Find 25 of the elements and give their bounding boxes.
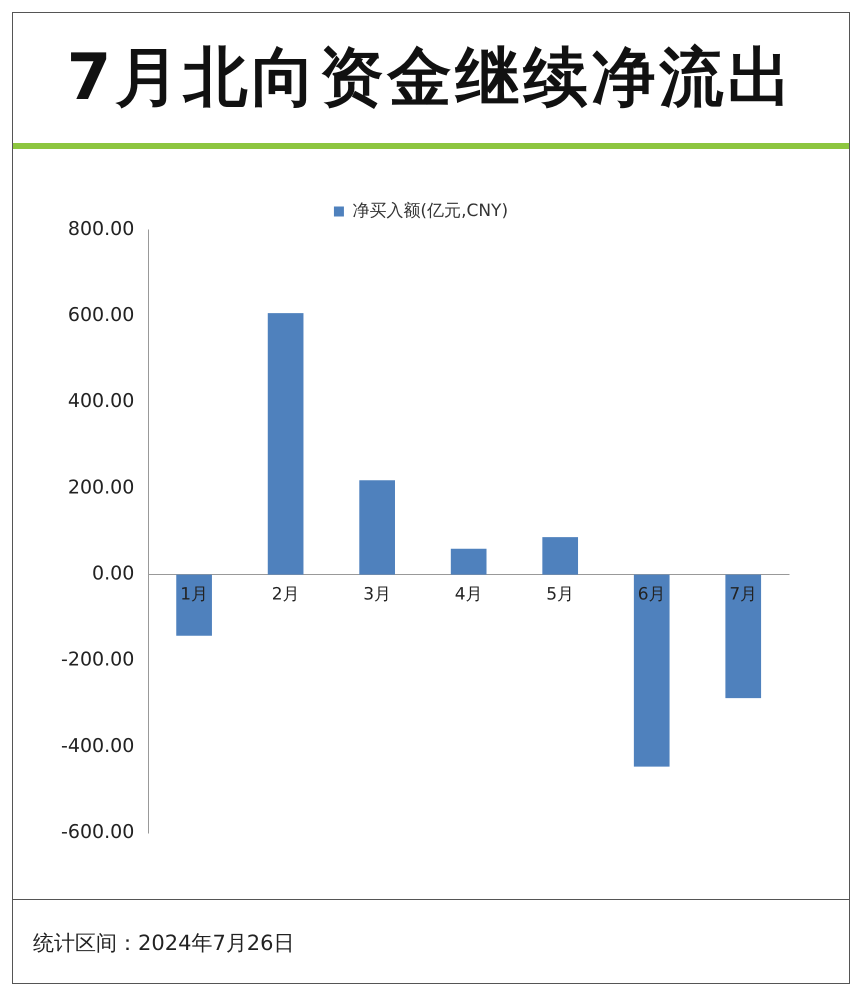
chart-title: 7月北向资金继续净流出 xyxy=(66,40,796,116)
bar xyxy=(634,574,670,767)
text: 统计区间：2024年7月26日 xyxy=(13,899,849,985)
bar xyxy=(359,480,395,575)
y-tick-label: 400.00 xyxy=(68,390,134,412)
y-tick-label: -600.00 xyxy=(60,820,134,843)
bar xyxy=(725,574,762,698)
y-tick-label: -400.00 xyxy=(60,734,134,757)
bar xyxy=(542,537,578,575)
bar xyxy=(176,574,212,636)
y-tick-label: 600.00 xyxy=(68,304,134,326)
x-tick-label: 1月 xyxy=(180,584,208,604)
legend-label: 净买入额(亿元,CNY) xyxy=(352,200,508,221)
bar xyxy=(268,313,304,575)
y-tick-label: -200.00 xyxy=(60,648,134,671)
x-tick-label: 4月 xyxy=(454,584,483,604)
y-tick-label: 0.00 xyxy=(92,562,134,585)
x-tick-label: 2月 xyxy=(272,584,300,604)
x-tick-label: 3月 xyxy=(363,584,392,604)
y-tick-label: 200.00 xyxy=(68,476,134,498)
x-tick-label: 6月 xyxy=(638,584,666,604)
y-tick-label: 800.00 xyxy=(68,218,134,240)
x-tick-label: 5月 xyxy=(546,584,574,604)
bar xyxy=(450,548,487,575)
x-tick-label: 7月 xyxy=(729,584,758,604)
